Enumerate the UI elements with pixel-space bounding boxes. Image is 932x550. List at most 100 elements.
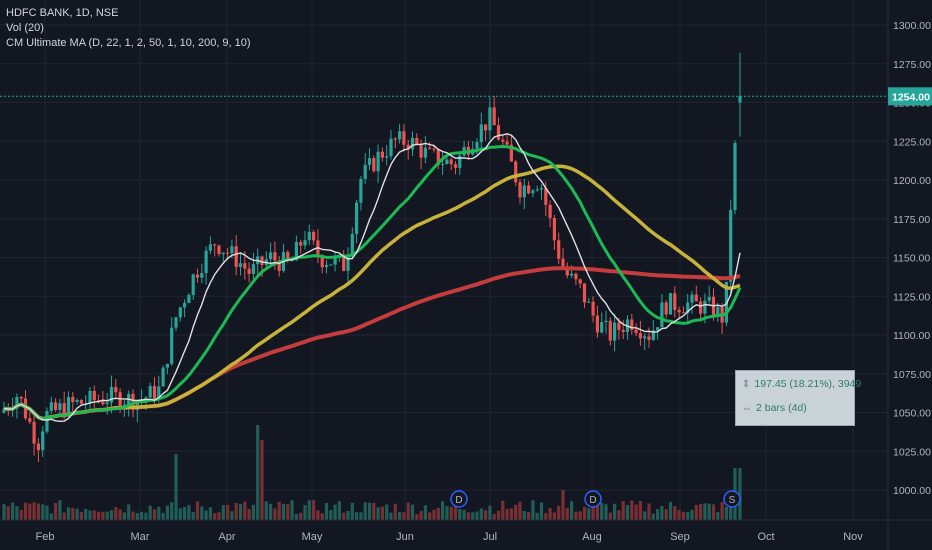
event-marker-circle [723,490,741,508]
candle-body [509,144,513,162]
ma-22-line [3,145,742,421]
candle-body [552,218,556,241]
symbol-legend[interactable]: HDFC BANK, 1D, NSE [6,7,119,19]
event-marker-circle [450,490,468,508]
volume-bar [320,513,324,520]
ma-50-line [3,164,741,421]
event-marker-letter: D [455,495,462,506]
volume-bar [647,503,651,520]
volume-bar [522,510,526,520]
volume-bar [312,500,316,520]
candle-body [595,315,599,333]
indicator-legend[interactable]: CM Ultimate MA (D, 22, 1, 2, 50, 1, 10, … [6,37,251,49]
candle-body [406,144,410,150]
volume-bar [264,501,268,520]
candle-body [114,386,118,393]
candle-body [367,158,372,165]
volume-bar [15,506,19,520]
volume-bar [221,505,225,520]
candle-body [303,240,307,246]
volume-bar [260,440,264,520]
event-marker-letter: S [729,495,736,506]
candle-body [419,144,423,158]
volume-bar [208,507,212,520]
y-tick-label: 1200.00 [893,175,931,187]
volume-bar [604,504,608,520]
candle-body [729,209,733,282]
volume-legend[interactable]: Vol (20) [6,22,44,34]
candle-body [58,403,62,410]
candle-body [518,182,522,198]
volume-bar [71,507,75,520]
candle-body [565,267,569,276]
event-marker-letter: D [589,495,596,506]
candle-body [638,333,642,339]
candle-body [92,390,96,401]
volume-bar [595,503,599,520]
volume-bar [548,508,552,520]
volume-bar [445,506,449,520]
volume-bar [273,508,277,520]
volume-bar [157,506,161,520]
volume-bar [294,513,298,520]
candle-body [677,309,681,313]
volume-bar [256,425,260,520]
volume-bar [402,512,406,520]
y-tick-label: 1125.00 [893,291,930,303]
volume-bar [673,506,677,520]
candle-body [273,252,277,261]
volume-bar [213,513,217,520]
volume-bar [707,503,711,520]
volume-bar [303,505,307,520]
volume-bar [587,508,591,520]
candle-body [200,273,204,278]
candle-body [191,274,195,296]
volume-bar [484,510,488,520]
volume-bar [363,502,367,520]
candle-body [738,96,742,103]
candle-body [346,256,350,271]
volume-bar [617,510,621,520]
volume-bar [290,500,294,520]
volume-bar [406,502,410,520]
y-tick-label: 1025.00 [893,446,931,458]
volume-bar [122,512,126,520]
volume-bar [419,511,423,520]
candle-body [522,185,526,198]
candle-body [372,158,376,172]
volume-bar [738,468,742,520]
candle-body [630,319,634,330]
candle-body [88,390,92,404]
dividend-marker: D [584,490,602,508]
volume-bar [729,502,733,520]
candle-body [531,190,535,194]
volume-bar [625,505,630,520]
volume-bar [527,511,531,520]
candle-body [548,204,552,219]
candle-body [587,301,591,303]
candle-body [475,142,479,149]
volume-bar [492,513,496,520]
dividend-marker: D [450,490,468,508]
candle-body [724,281,728,323]
volume-bar [174,454,178,520]
volume-bar [711,504,716,520]
candle-body [410,137,415,150]
volume-bar [656,509,660,520]
candle-body [247,268,251,274]
volume-bar [19,509,23,520]
volume-bar [578,511,582,520]
candle-body [668,293,673,315]
volume-bar [269,503,273,520]
candle-body [234,246,238,267]
candle-body [195,274,200,278]
candle-body [574,273,578,280]
volume-bar [140,511,144,520]
candle-body [716,307,720,318]
volume-bar [114,507,118,520]
candle-body [118,392,122,409]
candle-body [277,260,281,271]
candle-body [402,131,406,145]
